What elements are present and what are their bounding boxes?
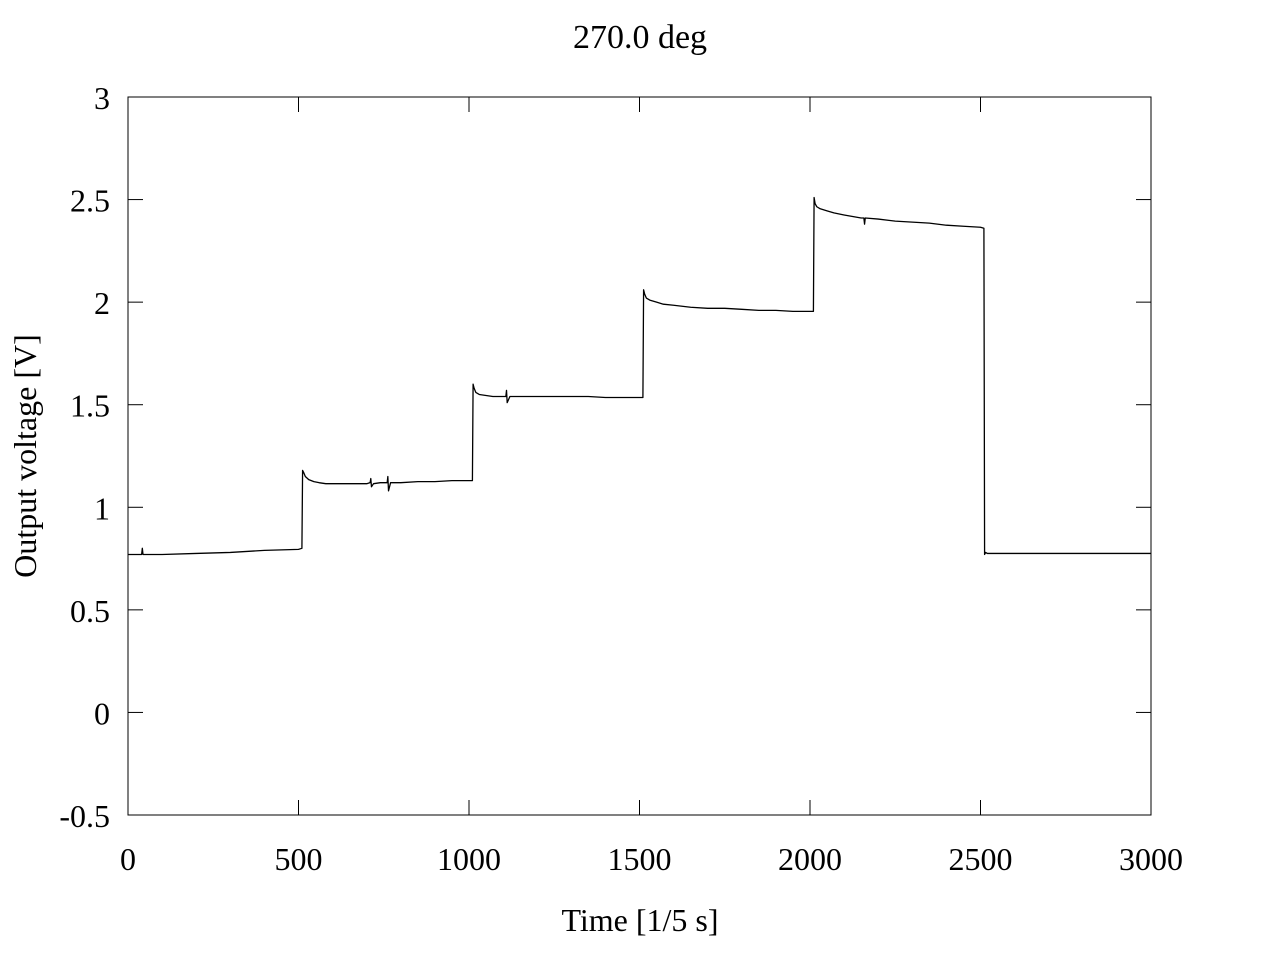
- series-line: [128, 196, 1151, 556]
- x-axis-label: Time [1/5 s]: [561, 902, 718, 938]
- y-axis-ticks: -0.5 0 0.5 1 1.5 2 2.5 3: [59, 80, 1151, 834]
- y-tick-label: 2.5: [70, 183, 110, 219]
- y-tick-label: -0.5: [59, 798, 110, 834]
- x-tick-label: 3000: [1119, 841, 1183, 877]
- y-tick-label: 0: [94, 695, 110, 731]
- x-axis-ticks: 0 500 1000 1500 2000 2500 3000: [120, 97, 1183, 877]
- y-tick-label: 1: [94, 490, 110, 526]
- chart-title: 270.0 deg: [573, 19, 707, 56]
- y-tick-label: 3: [94, 80, 110, 116]
- x-tick-label: 0: [120, 841, 136, 877]
- plot-frame: [127, 96, 1152, 816]
- x-tick-label: 1500: [608, 841, 672, 877]
- y-tick-label: 1.5: [70, 388, 110, 424]
- series-layer: [128, 196, 1151, 556]
- y-tick-label: 0.5: [70, 593, 110, 629]
- x-tick-label: 2000: [778, 841, 842, 877]
- y-axis-label: Output voltage [V]: [7, 334, 43, 578]
- x-tick-label: 2500: [949, 841, 1013, 877]
- x-tick-label: 500: [275, 841, 323, 877]
- y-tick-label: 2: [94, 285, 110, 321]
- x-tick-label: 1000: [437, 841, 501, 877]
